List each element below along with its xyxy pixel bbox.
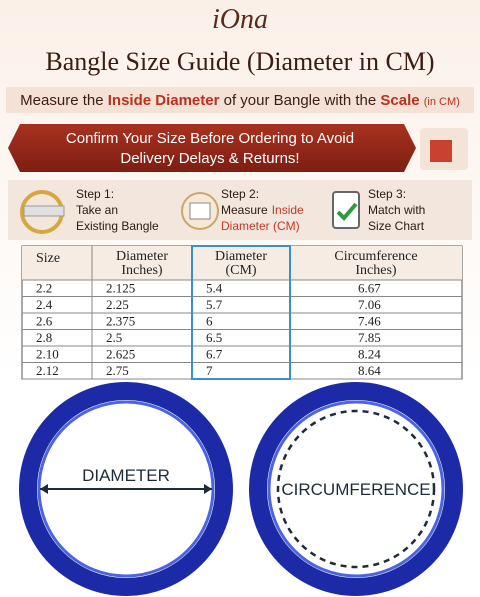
table-cell: 2.2 bbox=[36, 281, 52, 296]
brand: iOna bbox=[212, 4, 268, 35]
step-icon-ruler bbox=[189, 202, 211, 220]
table-cell: 2.4 bbox=[36, 297, 53, 312]
step-text: Size Chart bbox=[368, 219, 425, 233]
bangle bbox=[19, 382, 233, 596]
instruction-highlight: Scale bbox=[380, 92, 419, 109]
banner-line: Delivery Delays & Returns! bbox=[120, 150, 299, 167]
table-cell: 7.06 bbox=[358, 297, 381, 312]
step-text: Match with bbox=[368, 203, 425, 217]
diameter-diagram: DIAMETER bbox=[19, 382, 233, 596]
table-header: Diameter bbox=[116, 249, 168, 264]
step-icon bbox=[332, 191, 360, 229]
table-cell: 6.7 bbox=[206, 347, 223, 362]
table-cell: 5.4 bbox=[206, 281, 223, 296]
step-icon-check bbox=[336, 202, 358, 221]
banner bbox=[8, 124, 416, 172]
table-cell: 2.5 bbox=[106, 330, 122, 345]
table-header: (CM) bbox=[225, 263, 256, 278]
table-cell: 2.75 bbox=[106, 363, 129, 378]
instruction-unit: (in CM) bbox=[424, 96, 460, 108]
table-cell: 7.85 bbox=[358, 330, 381, 345]
steps: Step 1: Take an Existing Bangle Step 2: Meas… bbox=[76, 187, 425, 233]
table-header: Size bbox=[36, 251, 60, 266]
bangle bbox=[249, 382, 463, 596]
step-text: Diameter (CM) bbox=[221, 219, 300, 233]
table-header: Diameter bbox=[215, 249, 267, 264]
table-cell: 2.125 bbox=[106, 281, 135, 296]
table-cell: 2.10 bbox=[36, 347, 59, 362]
table-cell: 2.8 bbox=[36, 330, 52, 345]
table-cell: 6 bbox=[206, 314, 213, 329]
instruction-highlight: Inside Diameter bbox=[108, 92, 220, 109]
circumference-line bbox=[276, 409, 436, 569]
step-text: Take an bbox=[76, 203, 118, 217]
table-header: Circumference bbox=[334, 249, 417, 264]
highlight-column bbox=[191, 245, 291, 380]
banner-line: Confirm Your Size Before Ordering to Avo… bbox=[66, 130, 354, 147]
step-text: Existing Bangle bbox=[76, 219, 159, 233]
table-cell: 2.25 bbox=[106, 297, 129, 312]
table-cell: 8.64 bbox=[358, 363, 381, 378]
table-cell: 2.12 bbox=[36, 363, 59, 378]
step-label: Step 1: bbox=[76, 187, 114, 201]
step-label: Step 2: bbox=[221, 187, 259, 201]
instruction: Measure the Inside Diameter of your Bang… bbox=[20, 92, 460, 109]
table-header-background bbox=[22, 246, 462, 280]
table-cell: 8.24 bbox=[358, 347, 381, 362]
title: Bangle Size Guide (Diameter in CM) bbox=[45, 47, 434, 76]
diagram-label: DIAMETER bbox=[82, 466, 170, 485]
size-table: Size DiameterInches)Diameter(CM)Circumfer… bbox=[21, 245, 463, 380]
diagram-label: CIRCUMFERENCE bbox=[281, 480, 430, 499]
circumference-diagram: CIRCUMFERENCE bbox=[249, 382, 463, 596]
table-cell: 2.625 bbox=[106, 347, 135, 362]
bangle-highlight bbox=[37, 400, 215, 578]
table-header: Inches) bbox=[121, 263, 163, 278]
table-cell: 7 bbox=[206, 363, 213, 378]
step-label: Step 3: bbox=[368, 187, 406, 201]
table-cell: 5.7 bbox=[206, 297, 223, 312]
step-text-highlight: Inside bbox=[272, 203, 304, 217]
table-cell: 7.46 bbox=[358, 314, 381, 329]
banner-icon-box bbox=[430, 140, 452, 162]
instruction-text: of your Bangle with the bbox=[224, 92, 377, 109]
step-text-part: Measure bbox=[221, 203, 268, 217]
table-cell: 6.5 bbox=[206, 330, 222, 345]
bangle-highlight bbox=[267, 400, 445, 578]
table-cell: 6.67 bbox=[358, 281, 381, 296]
instruction-bar bbox=[6, 87, 474, 113]
step-icon-scale bbox=[23, 205, 65, 217]
instruction-text: Measure the bbox=[20, 92, 103, 109]
table-cell: 2.6 bbox=[36, 314, 53, 329]
table-cell: 2.375 bbox=[106, 314, 135, 329]
table-header: Inches) bbox=[355, 263, 397, 278]
steps-panel bbox=[8, 180, 472, 240]
step-text: Measure Inside bbox=[221, 203, 304, 217]
